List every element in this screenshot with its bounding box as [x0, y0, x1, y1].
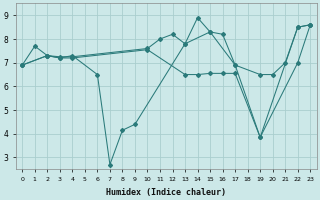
X-axis label: Humidex (Indice chaleur): Humidex (Indice chaleur)	[106, 188, 226, 197]
